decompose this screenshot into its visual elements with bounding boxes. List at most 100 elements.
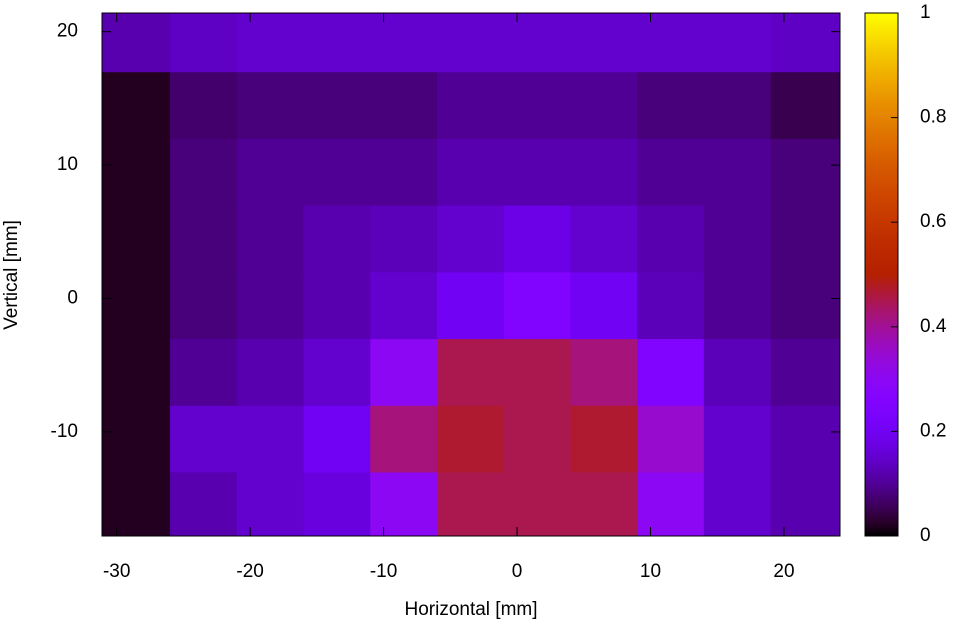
heatmap-cell: [503, 271, 571, 340]
x-tick-label: -30: [103, 561, 130, 582]
heatmap-cell: [102, 138, 171, 206]
heatmap: [102, 13, 841, 537]
heatmap-cell: [703, 405, 772, 473]
colorbar-tick-label: 1: [920, 2, 931, 23]
colorbar-tick-label: 0: [920, 525, 931, 546]
heatmap-cell: [170, 71, 238, 139]
plot-frame: [101, 12, 841, 537]
heatmap-cell: [770, 338, 841, 406]
x-axis-label: Horizontal [mm]: [404, 599, 537, 620]
heatmap-cell: [637, 471, 705, 537]
heatmap-cell: [236, 13, 305, 73]
heatmap-cell: [503, 338, 571, 406]
heatmap-cell: [236, 205, 305, 273]
heatmap-cell: [303, 338, 371, 406]
heatmap-cell: [303, 13, 371, 73]
heatmap-cell: [370, 13, 438, 73]
colorbar-tick-label: 0.4: [920, 316, 947, 337]
x-tick-label: 10: [640, 561, 661, 582]
x-tick-label: 0: [512, 561, 523, 582]
heatmap-cell: [102, 471, 171, 537]
heatmap-cell: [637, 71, 705, 139]
y-axis-label: Vertical [mm]: [1, 220, 22, 330]
heatmap-cell: [770, 138, 841, 206]
colorbar: [864, 12, 899, 537]
colorbar-tick-label: 0.6: [920, 211, 946, 232]
x-tick-label: -10: [370, 561, 397, 582]
heatmap-cell: [436, 71, 505, 139]
heatmap-cell: [236, 471, 305, 537]
heatmap-cell: [236, 138, 305, 206]
heatmap-cell: [770, 271, 841, 340]
heatmap-cell: [703, 471, 772, 537]
heatmap-cell: [703, 138, 772, 206]
heatmap-cell: [436, 471, 505, 537]
heatmap-cell: [703, 71, 772, 139]
heatmap-cell: [102, 405, 171, 473]
heatmap-cell: [436, 13, 505, 73]
heatmap-cell: [236, 338, 305, 406]
heatmap-cell: [370, 471, 438, 537]
heatmap-cell: [436, 338, 505, 406]
heatmap-cell: [637, 405, 705, 473]
heatmap-cell: [637, 13, 705, 73]
heatmap-cell: [236, 71, 305, 139]
heatmap-cell: [570, 405, 638, 473]
heatmap-cell: [436, 405, 505, 473]
heatmap-cell: [303, 471, 371, 537]
x-tick-label: -20: [236, 561, 263, 582]
heatmap-cell: [570, 271, 638, 340]
heatmap-cell: [570, 138, 638, 206]
colorbar-tick-label: 0.2: [920, 420, 946, 441]
heatmap-cell: [570, 71, 638, 139]
heatmap-cell: [703, 338, 772, 406]
heatmap-cell: [503, 405, 571, 473]
heatmap-cell: [503, 471, 571, 537]
y-tick-label: 10: [57, 154, 78, 175]
heatmap-cell: [503, 205, 571, 273]
heatmap-cell: [570, 338, 638, 406]
heatmap-cell: [637, 205, 705, 273]
heatmap-cell: [370, 338, 438, 406]
heatmap-cell: [436, 205, 505, 273]
heatmap-cell: [303, 205, 371, 273]
heatmap-cell: [170, 471, 238, 537]
x-tick-label: 20: [773, 561, 794, 582]
colorbar-tick-label: 0.8: [920, 107, 946, 128]
heatmap-cell: [436, 138, 505, 206]
heatmap-cell: [102, 338, 171, 406]
heatmap-cell: [170, 138, 238, 206]
heatmap-cell: [370, 205, 438, 273]
heatmap-cell: [170, 271, 238, 340]
heatmap-cell: [170, 13, 238, 73]
heatmap-cell: [570, 471, 638, 537]
heatmap-cell: [570, 205, 638, 273]
heatmap-cell: [303, 138, 371, 206]
heatmap-cell: [503, 71, 571, 139]
heatmap-cell: [770, 471, 841, 537]
heatmap-cell: [570, 13, 638, 73]
heatmap-cell: [637, 271, 705, 340]
y-tick-label: 0: [67, 288, 78, 309]
heatmap-cell: [170, 338, 238, 406]
heatmap-cell: [370, 271, 438, 340]
heatmap-cell: [102, 71, 171, 139]
heatmap-cell: [370, 405, 438, 473]
heatmap-cell: [770, 13, 841, 73]
heatmap-cell: [637, 138, 705, 206]
heatmap-cell: [770, 71, 841, 139]
heatmap-cell: [236, 405, 305, 473]
heatmap-cell: [703, 13, 772, 73]
heatmap-cell: [770, 205, 841, 273]
heatmap-cell: [170, 405, 238, 473]
heatmap-cell: [703, 205, 772, 273]
heatmap-cell: [303, 405, 371, 473]
heatmap-cell: [770, 405, 841, 473]
heatmap-cell: [436, 271, 505, 340]
heatmap-cell: [703, 271, 772, 340]
heatmap-cell: [303, 71, 371, 139]
heatmap-cell: [370, 71, 438, 139]
heatmap-cell: [102, 205, 171, 273]
heatmap-cell: [170, 205, 238, 273]
